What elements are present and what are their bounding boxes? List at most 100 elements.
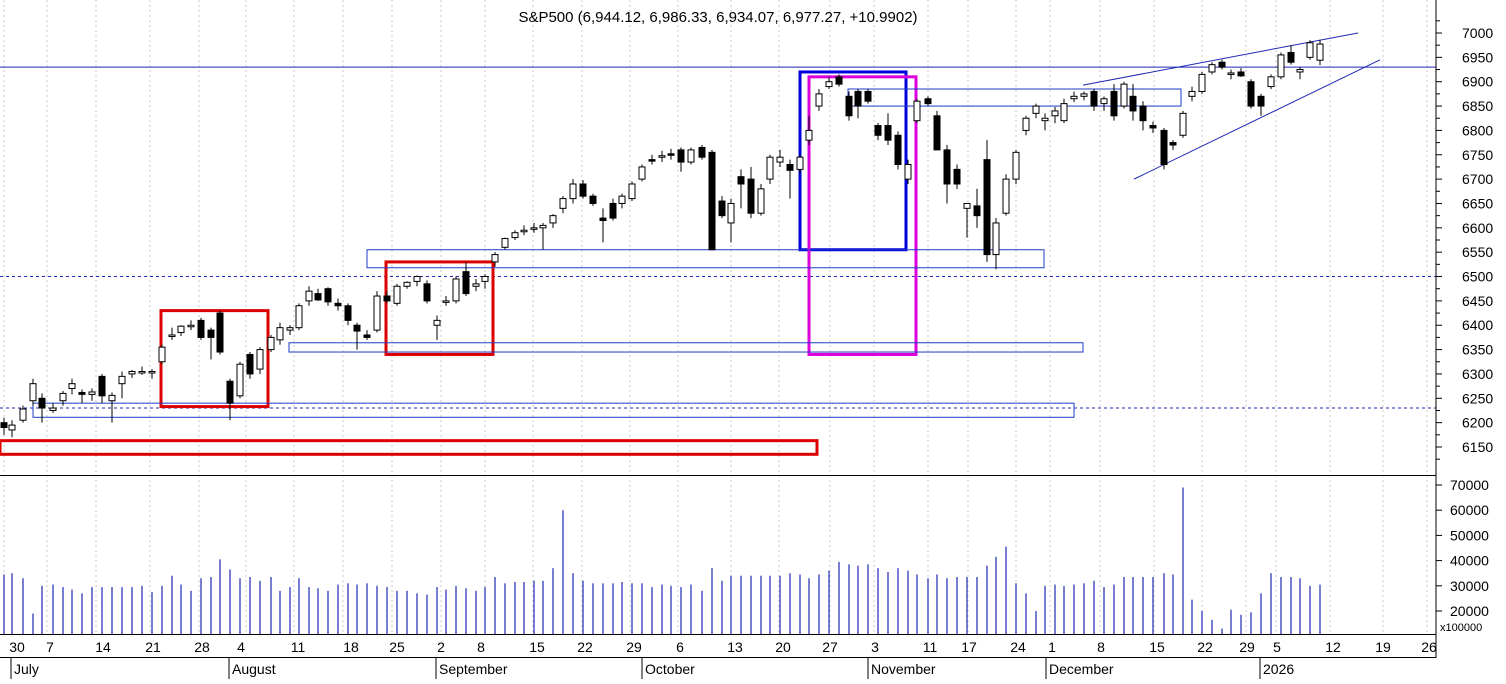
candle [687,147,695,165]
candle-body [19,408,27,421]
volume-tick-label: 30000 [1450,578,1489,594]
price-tick-label: 6600 [1462,220,1493,236]
candle-body [1149,125,1157,129]
candle-body [168,334,176,337]
candle-body [648,159,656,162]
price-tick-label: 6300 [1462,366,1493,382]
candle [295,303,303,331]
candle [1022,115,1030,136]
candle [766,154,774,184]
trend-line [1082,32,1359,86]
candle [1169,140,1177,150]
candle [1032,103,1040,119]
candle-body [766,156,774,180]
candle [609,198,617,221]
candle-body [236,363,244,397]
candle [1070,91,1078,103]
candle-body [0,422,8,429]
candle [433,315,441,340]
candle-body [1277,54,1285,78]
candle-body [1032,105,1040,114]
x-day-label: 20 [775,639,791,655]
candle [1139,101,1147,131]
candle-body [305,290,313,302]
candle-body [295,305,303,329]
x-month-label: November [871,661,936,677]
x-day-label: 29 [626,639,642,655]
candle [78,389,86,404]
candle-body [276,327,284,341]
candle-body [1012,151,1020,180]
candle-body [393,285,401,304]
candle [286,325,294,335]
candle [757,183,765,216]
candle-body [1218,61,1226,68]
x-day-label: 22 [577,639,593,655]
candle-body [530,227,538,230]
candle [344,303,352,326]
candle-body [256,349,264,370]
x-month-label: September [439,661,508,677]
candle [983,140,991,262]
candle [698,145,706,160]
candle-body [913,100,921,122]
candle [501,237,509,250]
candle [1051,107,1059,124]
x-day-label: 22 [1197,639,1213,655]
x-axis-labels: 30 7 14 21 28 4 11 18 25 2 8 15 22 29 6 13 20 27 3 11 17 24 1 8… [9,639,1437,679]
candle [1267,74,1275,90]
candle [1257,93,1265,116]
candle-body [618,195,626,204]
candle-body [423,283,431,302]
candle [511,230,519,240]
candle-body [1316,43,1324,61]
x-day-label: 15 [529,639,545,655]
candle-body [1257,95,1265,107]
candle-body [1090,90,1098,107]
candle [363,330,371,340]
candle [737,169,745,209]
candle [894,131,902,170]
candle-body [924,98,932,105]
candle-body [1060,103,1068,122]
candle-body [815,93,823,107]
candle [973,188,981,228]
candle [187,320,195,331]
chart-title: S&P500 (6,944.12, 6,986.33, 6,934.07, 6,… [518,9,917,26]
candle [569,179,577,204]
candle-body [1267,76,1275,88]
candle [638,164,646,182]
candle-body [363,334,371,338]
candle [1198,71,1206,94]
candle [68,378,76,395]
x-month-label: October [645,661,695,677]
candle-body [983,159,991,256]
candle-body [511,232,519,239]
candle [549,214,557,228]
candle-body [1100,98,1108,105]
candle-body [177,325,185,334]
candle-body [197,319,205,338]
price-tick-label: 6400 [1462,317,1493,333]
candle-body [353,324,361,332]
candle [118,371,126,399]
trend-lines [1082,32,1381,180]
x-month-label: 2026 [1263,661,1294,677]
candle [1316,39,1324,66]
candle-body [1287,51,1295,63]
candle [933,110,941,151]
x-day-label: 25 [389,639,405,655]
candle [138,366,146,375]
candle [324,287,332,306]
candle-body [481,276,489,282]
candle-body [854,90,862,107]
candle-body [108,394,116,402]
x-month-label: July [14,661,39,677]
candle [618,193,626,209]
candle [1188,86,1196,102]
candle-body [549,215,557,224]
x-day-label: 7 [46,639,54,655]
candle-body [88,391,96,395]
candle [845,91,853,121]
